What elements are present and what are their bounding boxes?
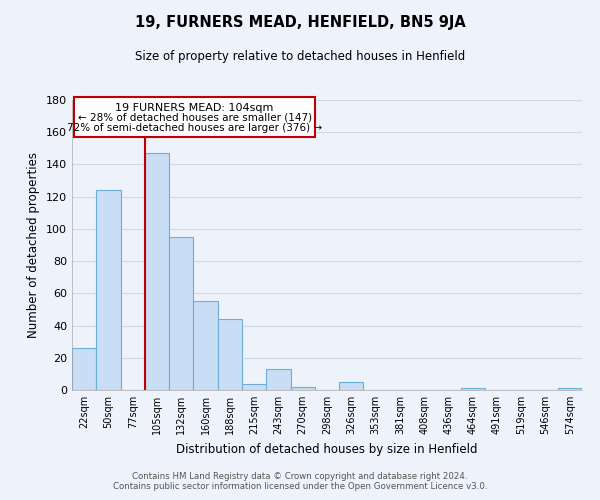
Text: ← 28% of detached houses are smaller (147): ← 28% of detached houses are smaller (14… (77, 113, 312, 123)
X-axis label: Distribution of detached houses by size in Henfield: Distribution of detached houses by size … (176, 442, 478, 456)
Text: Contains HM Land Registry data © Crown copyright and database right 2024.: Contains HM Land Registry data © Crown c… (132, 472, 468, 481)
Bar (290, 387, 315, 390)
Text: Size of property relative to detached houses in Henfield: Size of property relative to detached ho… (135, 50, 465, 63)
Bar (218, 319, 242, 390)
Bar (558, 388, 582, 390)
Text: Contains public sector information licensed under the Open Government Licence v3: Contains public sector information licen… (113, 482, 487, 491)
Bar (96, 190, 121, 390)
Bar (145, 153, 169, 390)
Bar (461, 388, 485, 390)
Bar (72, 348, 96, 390)
Bar (339, 382, 364, 390)
Bar (74, 97, 315, 137)
Bar (193, 302, 218, 390)
Bar (242, 384, 266, 390)
Y-axis label: Number of detached properties: Number of detached properties (28, 152, 40, 338)
Text: 19 FURNERS MEAD: 104sqm: 19 FURNERS MEAD: 104sqm (115, 103, 274, 113)
Text: 72% of semi-detached houses are larger (376) →: 72% of semi-detached houses are larger (… (67, 122, 322, 132)
Bar (169, 237, 193, 390)
Bar (266, 369, 290, 390)
Text: 19, FURNERS MEAD, HENFIELD, BN5 9JA: 19, FURNERS MEAD, HENFIELD, BN5 9JA (134, 15, 466, 30)
